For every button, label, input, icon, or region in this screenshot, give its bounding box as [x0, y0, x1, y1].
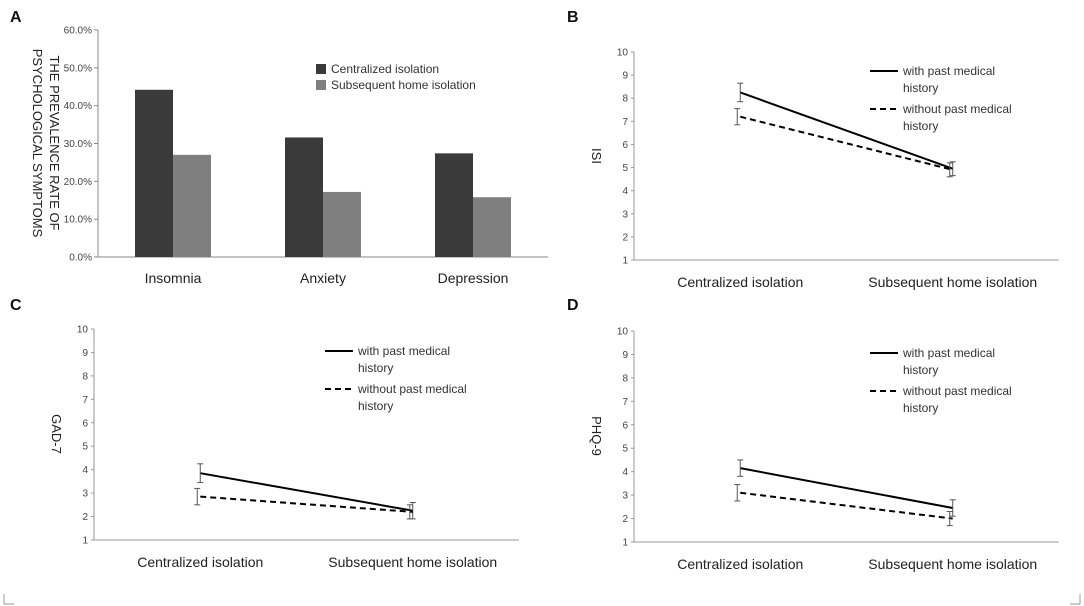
- y-tick-label: 5: [622, 163, 628, 174]
- y-tick-label: 5: [82, 442, 88, 453]
- y-tick-label: 5: [622, 444, 628, 455]
- legend-label-dashed: history: [358, 399, 393, 413]
- y-tick-label: 50.0%: [64, 63, 92, 74]
- legend-label-dashed: history: [903, 119, 938, 133]
- y-tick-label: 6: [622, 140, 628, 151]
- legend-label-dashed: without past medical: [357, 382, 467, 396]
- y-tick-label: 10: [617, 48, 629, 59]
- corner-mark-left: [3, 594, 14, 605]
- y-tick-label: 40.0%: [64, 101, 92, 112]
- panel-letter-d: D: [567, 297, 579, 314]
- panel-c: C 1 2 3 4 5 6 7 8 9 10 Centralized isolation Subseq…: [10, 297, 519, 570]
- x-category-label: Anxiety: [300, 270, 346, 286]
- series-line-dashed: [740, 491, 953, 520]
- y-tick-label: 3: [622, 491, 628, 502]
- y-tick-label: 3: [622, 209, 628, 220]
- legend-label-solid: history: [903, 363, 938, 377]
- y-axis-title-line: PSYCHOLOGICAL SYMPTOMS: [30, 49, 45, 238]
- y-axis-title: ISI: [589, 148, 604, 164]
- series-line-dashed: [740, 115, 953, 171]
- x-category-label: Centralized isolation: [137, 554, 263, 570]
- panel-a: A 0.0% 10.0% 20.0% 30.0% 40.0% 50.0% 60.0% Inso…: [10, 9, 548, 286]
- y-tick-label: 2: [622, 514, 628, 525]
- panel-d: D 1 2 3 4 5 6 7 8 9 10 Centralized isolation Subseq…: [567, 297, 1059, 572]
- bar-insomnia-series-1: [135, 89, 173, 257]
- y-tick-label: 8: [82, 371, 88, 382]
- legend-label-series-2: Subsequent home isolation: [331, 78, 476, 92]
- bar-insomnia-series-2: [173, 154, 211, 257]
- legend-label-dashed: without past medical: [902, 102, 1012, 116]
- y-tick-label: 30.0%: [64, 139, 92, 150]
- x-category-label: Subsequent home isolation: [868, 274, 1037, 290]
- series-line-solid: [739, 91, 954, 170]
- series-line-solid: [200, 472, 413, 512]
- x-category-label: Subsequent home isolation: [868, 556, 1037, 572]
- y-axis-title-line: THE PREVALENCE RATE OF: [47, 55, 62, 230]
- legend-label-solid: with past medical: [902, 346, 995, 360]
- y-tick-label: 0.0%: [69, 253, 92, 264]
- panel-letter-c: C: [10, 297, 22, 314]
- panel-letter-a: A: [10, 9, 22, 26]
- series-line-solid: [740, 467, 953, 509]
- x-category-label: Centralized isolation: [677, 556, 803, 572]
- y-tick-label: 9: [622, 350, 628, 361]
- y-tick-label: 6: [82, 418, 88, 429]
- x-category-label: Centralized isolation: [677, 274, 803, 290]
- y-tick-label: 9: [622, 71, 628, 82]
- x-category-label: Insomnia: [145, 270, 202, 286]
- y-tick-label: 10: [77, 325, 89, 336]
- y-tick-label: 4: [82, 465, 88, 476]
- bar-depression-series-2: [473, 197, 511, 257]
- y-tick-label: 9: [82, 348, 88, 359]
- x-category-label: Depression: [438, 270, 509, 286]
- bar-anxiety-series-1: [285, 137, 323, 257]
- y-tick-label: 7: [622, 397, 628, 408]
- series-line-dashed: [200, 495, 413, 513]
- y-tick-label: 10.0%: [64, 215, 92, 226]
- corner-mark-right: [1070, 594, 1081, 605]
- legend-label-dashed: without past medical: [902, 384, 1012, 398]
- y-tick-label: 1: [82, 536, 88, 547]
- y-tick-label: 4: [622, 186, 628, 197]
- y-tick-label: 7: [622, 117, 628, 128]
- panel-letter-b: B: [567, 9, 579, 26]
- y-tick-label: 3: [82, 489, 88, 500]
- bar-depression-series-1: [435, 153, 473, 257]
- legend-label-series-1: Centralized isolation: [331, 62, 439, 76]
- legend-label-solid: with past medical: [357, 344, 450, 358]
- legend-label-solid: with past medical: [902, 64, 995, 78]
- legend-label-solid: history: [358, 361, 393, 375]
- legend-label-solid: history: [903, 81, 938, 95]
- y-tick-label: 60.0%: [64, 26, 92, 37]
- y-tick-label: 2: [622, 232, 628, 243]
- bar-anxiety-series-2: [323, 191, 361, 257]
- y-tick-label: 1: [622, 256, 628, 267]
- y-axis-title: GAD-7: [49, 414, 64, 454]
- y-tick-label: 4: [622, 467, 628, 478]
- y-tick-label: 6: [622, 420, 628, 431]
- y-tick-label: 20.0%: [64, 177, 92, 188]
- legend-swatch-series-1: [316, 64, 326, 74]
- y-tick-label: 10: [617, 327, 629, 338]
- y-tick-label: 1: [622, 538, 628, 549]
- y-axis-title: THE PREVALENCE RATE OFPSYCHOLOGICAL SYMP…: [30, 49, 62, 238]
- legend-swatch-series-2: [316, 80, 326, 90]
- y-axis-title: PHQ-9: [589, 416, 604, 456]
- x-category-label: Subsequent home isolation: [328, 554, 497, 570]
- y-tick-label: 8: [622, 373, 628, 384]
- y-tick-label: 2: [82, 512, 88, 523]
- legend-label-dashed: history: [903, 401, 938, 415]
- panel-b: B 1 2 3 4 5 6 7 8 9 10 Centralized isolation Subseq…: [567, 9, 1059, 290]
- y-tick-label: 8: [622, 94, 628, 105]
- y-tick-label: 7: [82, 395, 88, 406]
